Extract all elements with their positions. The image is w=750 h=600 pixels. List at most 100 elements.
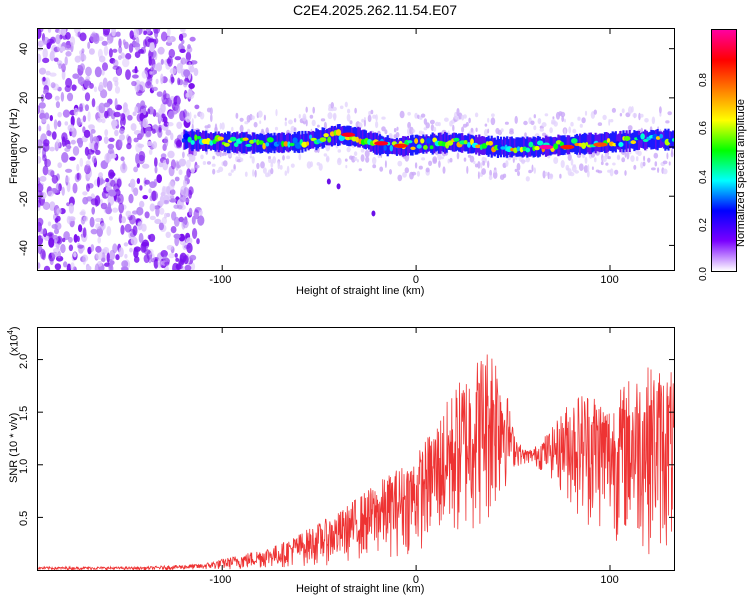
halo-speckle — [514, 115, 518, 124]
halo-speckle — [609, 168, 614, 177]
noise-speckle — [102, 62, 108, 71]
noise-speckle — [167, 110, 175, 120]
noise-speckle — [118, 38, 122, 48]
halo-speckle — [219, 150, 222, 158]
halo-speckle — [360, 148, 365, 153]
noise-speckle — [183, 81, 189, 86]
halo-speckle — [327, 112, 333, 120]
halo-speckle — [502, 173, 507, 178]
noise-speckle — [101, 40, 108, 46]
noise-speckle — [49, 146, 55, 152]
noise-speckle — [131, 41, 138, 47]
noise-speckle — [179, 195, 187, 203]
noise-speckle — [108, 48, 113, 58]
band-column — [307, 131, 310, 151]
noise-speckle — [166, 58, 172, 64]
halo-speckle — [356, 159, 359, 163]
noise-speckle — [125, 69, 131, 80]
noise-speckle — [190, 60, 198, 65]
halo-speckle — [477, 171, 480, 180]
snr-canvas — [38, 328, 674, 570]
band-cell — [301, 141, 308, 148]
band-column — [406, 135, 409, 156]
band-column — [588, 132, 591, 155]
band-column — [416, 134, 419, 155]
noise-speckle — [185, 198, 190, 203]
noise-speckle — [61, 186, 65, 196]
snr-plot — [37, 327, 675, 571]
band-column — [243, 132, 247, 154]
noise-speckle — [179, 110, 186, 122]
band-column — [526, 136, 529, 158]
band-column — [216, 133, 219, 150]
noise-speckle — [95, 223, 101, 230]
band-cell — [327, 136, 332, 143]
halo-speckle — [353, 157, 358, 161]
halo-speckle — [608, 118, 611, 126]
halo-speckle — [182, 151, 185, 159]
halo-speckle — [265, 127, 269, 135]
noise-speckle — [112, 243, 118, 254]
noise-speckle — [44, 77, 51, 88]
halo-speckle — [447, 158, 450, 164]
band-cell — [659, 133, 664, 139]
noise-speckle — [61, 63, 66, 73]
noise-speckle — [158, 126, 162, 133]
band-cell — [217, 136, 224, 141]
band-column — [231, 132, 234, 152]
noise-speckle — [123, 103, 128, 108]
band-cell — [532, 145, 536, 152]
halo-speckle — [642, 161, 646, 167]
noise-speckle — [44, 158, 51, 168]
noise-speckle — [183, 69, 191, 77]
band-column — [302, 134, 306, 150]
noise-speckle — [178, 158, 187, 167]
noise-speckle — [47, 221, 52, 227]
halo-speckle — [530, 120, 535, 126]
halo-speckle — [290, 163, 295, 168]
band-peak — [539, 144, 554, 150]
band-column — [264, 134, 267, 152]
halo-speckle — [286, 155, 291, 160]
noise-speckle — [121, 216, 126, 224]
noise-speckle — [54, 263, 62, 270]
noise-speckle — [147, 108, 151, 115]
halo-speckle — [207, 124, 211, 129]
halo-speckle — [584, 156, 588, 164]
halo-speckle — [607, 156, 611, 160]
band-column — [226, 131, 230, 154]
noise-speckle — [121, 169, 126, 174]
halo-speckle — [317, 124, 320, 128]
band-column — [659, 131, 662, 148]
noise-speckle — [80, 118, 84, 126]
halo-speckle — [275, 109, 278, 117]
halo-speckle — [323, 121, 327, 130]
halo-speckle — [270, 162, 274, 168]
band-cell — [485, 141, 490, 146]
noise-speckle — [39, 67, 46, 75]
noise-speckle — [69, 156, 76, 161]
noise-speckle — [68, 236, 73, 243]
noise-speckle — [112, 48, 118, 53]
band-column — [431, 132, 434, 155]
noise-speckle — [85, 196, 93, 202]
noise-speckle — [86, 183, 90, 192]
halo-speckle — [637, 150, 642, 157]
band-column — [453, 132, 456, 152]
halo-speckle — [567, 153, 572, 161]
colorbar-label: Normalized spectral amplitude — [735, 99, 747, 247]
noise-speckle — [176, 121, 183, 129]
noise-speckle — [170, 159, 176, 170]
noise-speckle — [71, 84, 77, 91]
halo-speckle — [524, 132, 527, 138]
noise-speckle — [183, 178, 188, 188]
noise-speckle — [143, 30, 148, 36]
snr-series-line — [38, 354, 674, 570]
halo-speckle — [284, 121, 287, 127]
noise-speckle — [188, 83, 195, 89]
noise-speckle — [126, 142, 132, 150]
chart-title: C2E4.2025.262.11.54.E07 — [293, 2, 457, 18]
noise-speckle — [49, 72, 57, 77]
noise-speckle — [105, 178, 110, 183]
noise-speckle — [70, 115, 75, 127]
